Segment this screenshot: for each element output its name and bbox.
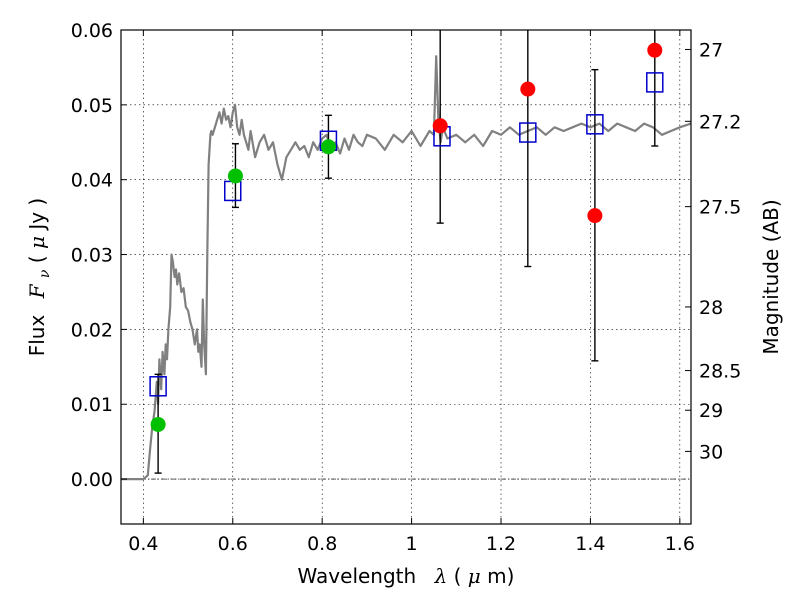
mag-tick-label: 28.5: [699, 361, 741, 383]
mag-tick-label: 27: [699, 39, 723, 61]
error-bars: [154, 30, 659, 474]
x-tick-label: 1: [406, 533, 418, 555]
mag-tick-label: 29: [699, 400, 723, 422]
red-point: [432, 118, 448, 134]
x-tick-label: 1.6: [665, 533, 695, 555]
x-axis-title-symbol: λ: [434, 564, 448, 588]
x-tick-label: 0.8: [307, 533, 337, 555]
y-tick-label: 0.00: [71, 469, 113, 491]
y-axis-title-subscript: ν: [37, 269, 53, 278]
plot-frame: [120, 29, 692, 525]
y-tick-label: 0.04: [71, 170, 113, 192]
y-tick-label: 0.05: [71, 95, 113, 117]
model-photometry-points: [149, 72, 664, 397]
x-tick-label: 0.6: [218, 533, 248, 555]
y-axis-title-unit-mu: μ: [25, 236, 49, 249]
y-axis-title-unit-rest: Jy ): [25, 198, 49, 232]
ticks: 0.4 0.6 0.8 1 1.2 1.4 1.6 0.00 0.01 0.02 0.03 0.04 0…: [71, 20, 742, 555]
y-tick-label: 0.03: [71, 245, 113, 267]
x-axis-title-prefix: Wavelength: [298, 564, 417, 588]
x-tick-label: 1.4: [575, 533, 605, 555]
y-axis-title: Flux F ν ( μ Jy ): [25, 198, 54, 357]
y-axis-title-prefix: Flux: [25, 315, 49, 357]
mag-tick-label: 28: [699, 297, 723, 319]
green-point: [320, 139, 336, 155]
red-point: [520, 81, 536, 97]
y-axis-title-symbol: F: [25, 283, 49, 299]
model-photometry-square: [519, 122, 537, 143]
x-axis-title-unit-mu: μ: [468, 564, 481, 588]
model-photometry-square: [149, 376, 167, 397]
red-point: [587, 208, 603, 224]
model-photometry-square: [586, 114, 604, 135]
mag-tick-label: 27.5: [699, 197, 741, 219]
mag-tick-label: 30: [699, 441, 723, 463]
red-point: [647, 42, 663, 58]
x-axis-title-unit-open: (: [454, 564, 462, 588]
y-tick-label: 0.01: [71, 394, 113, 416]
model-spectrum-line: [121, 55, 692, 481]
x-axis-title: Wavelength λ ( μ m): [298, 564, 515, 588]
grid: [121, 29, 691, 524]
x-axis-title-unit-rest: m): [487, 564, 514, 588]
green-point: [150, 416, 166, 432]
observed-points: [150, 42, 663, 432]
magnitude-axis-title: Magnitude (AB): [759, 199, 783, 354]
green-point: [227, 168, 243, 184]
y-axis-title-unit-open: (: [25, 249, 49, 263]
mag-tick-label: 27.2: [699, 111, 741, 133]
x-tick-label: 0.4: [128, 533, 158, 555]
model-spectrum: [121, 55, 692, 481]
model-photometry-square: [646, 72, 664, 93]
x-tick-label: 1.2: [486, 533, 516, 555]
y-tick-label: 0.02: [71, 319, 113, 341]
y-tick-label: 0.06: [71, 20, 113, 42]
